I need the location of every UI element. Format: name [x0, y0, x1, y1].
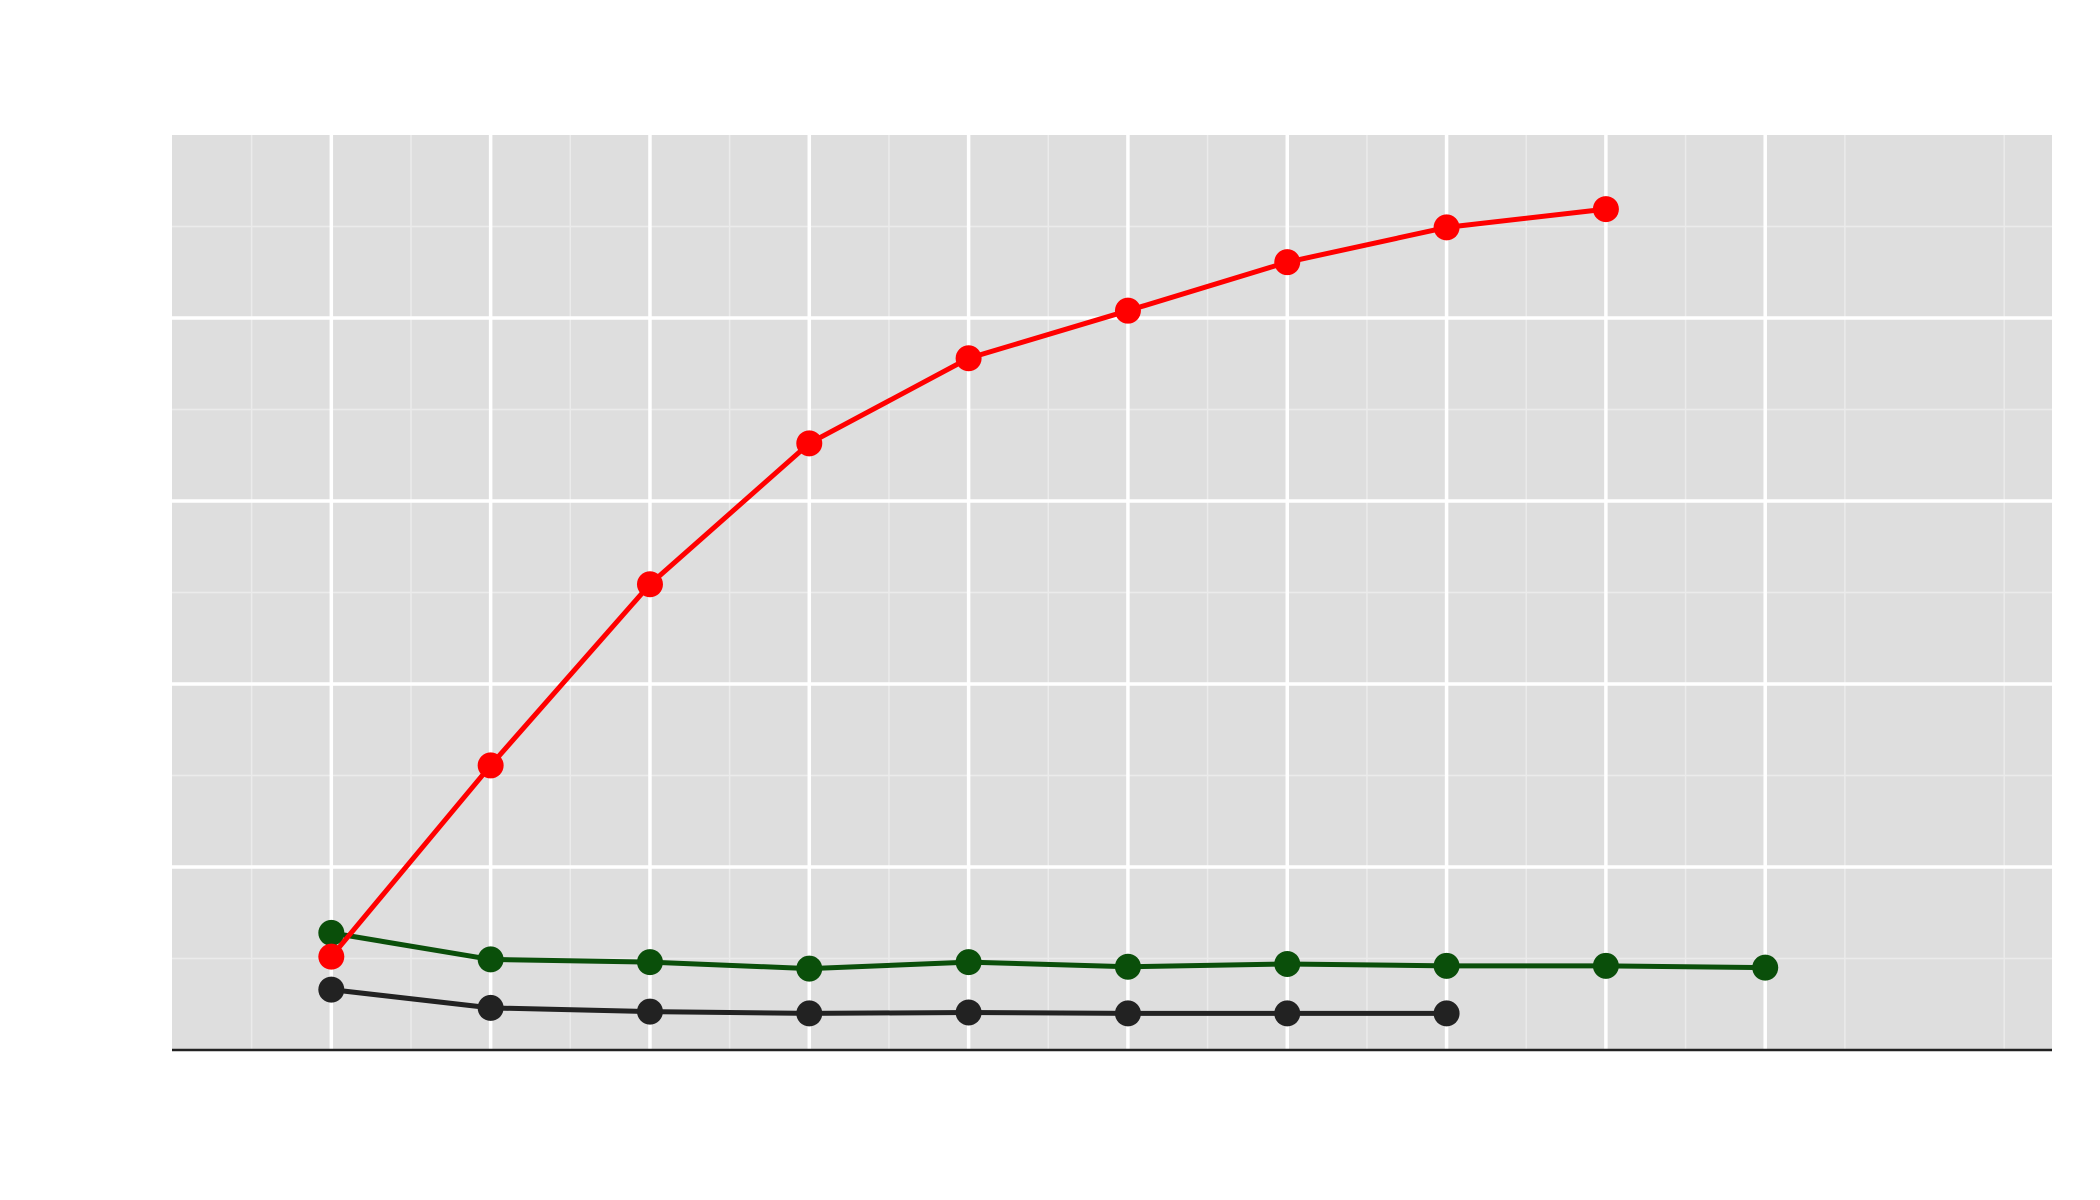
data-point-series-1: [1274, 249, 1301, 276]
data-point-series-1: [1592, 196, 1619, 223]
data-point-series-2: [1752, 954, 1779, 981]
data-point-series-2: [1592, 952, 1619, 979]
data-point-series-3: [477, 994, 504, 1021]
data-point-series-2: [318, 919, 345, 946]
data-point-series-2: [1433, 952, 1460, 979]
data-point-series-2: [1114, 953, 1141, 980]
plot-area: [172, 135, 2052, 1052]
data-point-series-1: [1114, 297, 1141, 324]
data-point-series-1: [477, 752, 504, 779]
data-point-series-2: [1274, 950, 1301, 977]
data-point-series-1: [318, 943, 345, 970]
data-point-series-2: [955, 949, 982, 976]
data-point-series-1: [955, 345, 982, 372]
data-point-series-1: [636, 571, 663, 598]
data-point-series-3: [318, 976, 345, 1003]
data-point-series-3: [1274, 1000, 1301, 1027]
data-point-series-3: [1114, 1000, 1141, 1027]
data-point-series-3: [955, 999, 982, 1026]
data-point-series-1: [1433, 214, 1460, 241]
series-line-2: [330, 930, 1766, 972]
data-point-series-2: [636, 949, 663, 976]
data-point-series-3: [636, 998, 663, 1025]
data-point-series-1: [796, 430, 823, 457]
data-point-series-2: [796, 955, 823, 982]
data-point-series-3: [1433, 1000, 1460, 1027]
data-point-series-2: [477, 946, 504, 973]
data-point-series-3: [796, 1000, 823, 1027]
series-line-3: [331, 987, 1447, 1016]
